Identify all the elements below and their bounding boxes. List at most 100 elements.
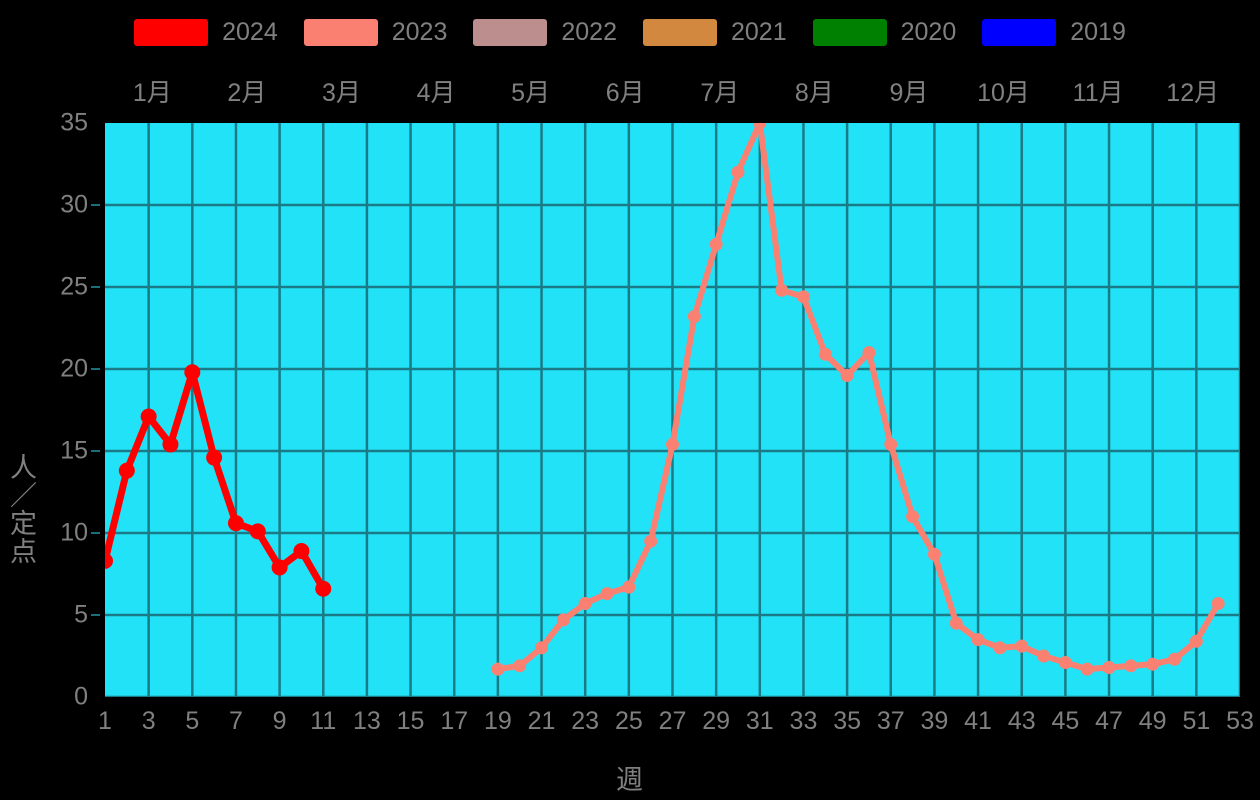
y-tick-label-25: 25: [60, 272, 88, 301]
legend-swatch-2023: [303, 18, 378, 46]
data-point-2023-13: [775, 283, 789, 297]
legend-label-2021: 2021: [731, 17, 787, 46]
x-tick-label-21: 21: [527, 707, 556, 735]
legend-label-2022: 2022: [561, 17, 617, 46]
data-point-2023-14: [796, 290, 810, 304]
month-label-3: 3月: [322, 79, 361, 107]
data-point-2023-24: [1015, 639, 1029, 653]
data-point-2023-20: [927, 547, 941, 561]
gridlines: [105, 123, 1240, 697]
data-point-2023-4: [578, 597, 592, 611]
data-point-2023-21: [949, 616, 963, 630]
x-tick-label-3: 3: [141, 707, 156, 735]
data-point-2023-5: [600, 587, 614, 601]
legend-label-2023: 2023: [391, 17, 448, 46]
y-tick-mark-20: [91, 368, 100, 370]
month-label-2: 2月: [227, 79, 267, 107]
data-point-2023-12: [753, 123, 767, 130]
x-tick-label-31: 31: [745, 707, 774, 735]
x-tick-label-19: 19: [483, 707, 512, 735]
month-label-9: 9月: [889, 79, 929, 107]
x-tick-label-11: 11: [310, 707, 337, 735]
y-tick-mark-5: [91, 614, 100, 616]
x-tick-label-5: 5: [185, 707, 200, 735]
data-point-2024-6: [227, 515, 244, 532]
data-point-2023-7: [644, 534, 658, 548]
y-axis: 人／定点 0 5 10 15 20 25 30 35: [0, 110, 100, 709]
data-point-2023-18: [884, 437, 898, 451]
y-tick-label-15: 15: [60, 436, 88, 465]
series-line-2023: [494, 123, 1222, 673]
y-tick-label-5: 5: [74, 600, 88, 629]
x-tick-label-49: 49: [1138, 707, 1167, 735]
data-point-2023-0: [491, 662, 505, 676]
data-point-2023-6: [622, 580, 636, 594]
chart-legend: 2024 2023 2022 2021 2020 2019: [0, 12, 1260, 52]
data-point-2023-3: [556, 613, 570, 627]
data-point-2023-25: [1037, 649, 1051, 663]
data-point-2024-0: [105, 552, 113, 569]
data-point-2023-19: [906, 510, 920, 524]
data-point-2023-29: [1124, 659, 1138, 673]
data-point-2023-22: [971, 633, 985, 647]
x-axis: 1 3 5 7 9 11 13 15 17 19 21 23 25 27 29 31 33 35 37 39 41 43 4…: [98, 706, 1254, 740]
month-axis: 1月 2月 3月 4月 5月 6月 7月 8月 9月 10月 11月 12月: [105, 76, 1240, 110]
month-label-5: 5月: [511, 79, 551, 107]
data-point-2023-2: [535, 641, 549, 655]
month-label-11: 11月: [1072, 79, 1124, 107]
legend-swatch-2021: [643, 18, 717, 46]
month-label-6: 6月: [605, 79, 645, 107]
month-label-4: 4月: [416, 79, 456, 107]
data-point-2024-2: [140, 408, 157, 425]
series-2023: [491, 123, 1225, 676]
y-axis-title: 人／定点: [6, 453, 36, 565]
plot-area: [105, 123, 1240, 697]
x-tick-label-51: 51: [1182, 707, 1211, 735]
y-tick-label-10: 10: [60, 518, 88, 547]
data-point-2023-30: [1146, 657, 1160, 671]
legend-item-2022[interactable]: 2022: [473, 17, 617, 46]
legend-label-2024: 2024: [222, 17, 278, 46]
x-tick-label-33: 33: [789, 707, 818, 735]
x-axis-title: 週: [616, 765, 644, 795]
data-point-2023-11: [731, 165, 745, 179]
data-point-2023-10: [709, 237, 723, 251]
legend-swatch-2022: [473, 18, 548, 46]
data-point-2024-9: [293, 543, 310, 560]
data-point-2024-3: [162, 436, 179, 453]
month-label-1: 1月: [132, 79, 172, 107]
legend-swatch-2019: [982, 18, 1057, 46]
data-point-2023-27: [1080, 662, 1094, 676]
data-point-2023-16: [840, 369, 854, 383]
series-2024: [105, 364, 332, 597]
legend-swatch-2024: [134, 18, 209, 46]
x-tick-label-37: 37: [876, 707, 905, 735]
legend-item-2019[interactable]: 2019: [982, 17, 1126, 46]
data-point-2023-15: [818, 347, 832, 361]
data-point-2024-4: [184, 364, 201, 381]
series-line-2024: [105, 368, 327, 593]
data-point-2024-7: [249, 523, 266, 540]
data-point-2023-1: [513, 659, 527, 673]
x-tick-label-7: 7: [229, 707, 243, 735]
data-point-2023-33: [1211, 597, 1225, 611]
data-point-2023-32: [1189, 634, 1203, 648]
y-tick-mark-15: [91, 450, 100, 452]
legend-item-2024[interactable]: 2024: [134, 17, 278, 46]
month-label-10: 10月: [977, 79, 1030, 107]
x-tick-label-43: 43: [1007, 707, 1036, 735]
y-tick-label-30: 30: [60, 190, 88, 219]
x-tick-label-47: 47: [1095, 707, 1123, 735]
y-tick-label-20: 20: [60, 354, 88, 383]
legend-item-2023[interactable]: 2023: [303, 17, 448, 46]
x-tick-label-13: 13: [353, 707, 381, 735]
legend-item-2020[interactable]: 2020: [812, 18, 956, 46]
legend-swatch-2020: [812, 18, 887, 46]
x-tick-label-27: 27: [658, 707, 687, 735]
y-tick-mark-25: [91, 286, 100, 288]
legend-item-2021[interactable]: 2021: [643, 17, 787, 46]
legend-label-2019: 2019: [1070, 17, 1126, 46]
data-point-2023-31: [1168, 652, 1182, 666]
x-tick-label-45: 45: [1051, 707, 1080, 735]
y-tick-mark-10: [91, 532, 100, 534]
